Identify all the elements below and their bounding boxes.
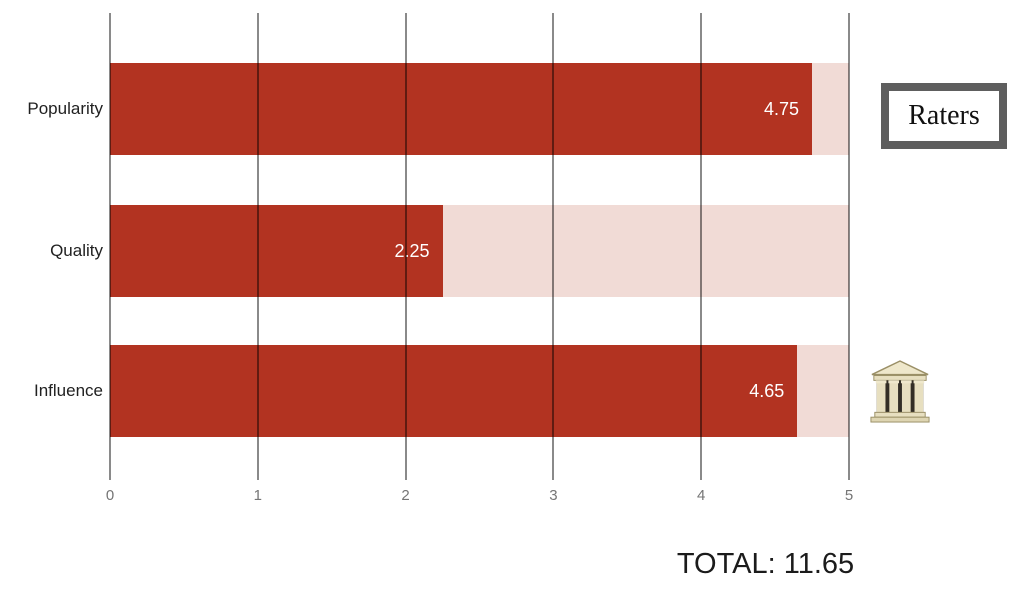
classical-building-icon: [870, 360, 930, 423]
raters-button[interactable]: Raters: [881, 83, 1007, 149]
x-tick-label: 0: [105, 487, 115, 504]
bar: 4.75: [110, 63, 813, 155]
gridline-4: [700, 13, 703, 480]
x-tick-label: 2: [401, 487, 410, 504]
bar-track: 2.25: [110, 205, 849, 297]
gridline-3: [552, 13, 555, 480]
total-label: TOTAL: 11.65: [676, 548, 855, 580]
x-tick-label: 5: [844, 487, 854, 504]
bar-value-label: 2.25: [394, 240, 430, 261]
gridline-5: [848, 13, 850, 480]
x-tick-label: 4: [697, 487, 706, 504]
bar: 4.65: [110, 345, 798, 437]
bar-track: 4.75: [110, 63, 849, 155]
bar-value-label: 4.75: [764, 98, 800, 119]
raters-button-label: Raters: [908, 100, 980, 131]
x-tick-label: 1: [253, 487, 262, 504]
gridline-1: [256, 13, 259, 480]
bar-track: 4.65: [110, 345, 849, 437]
category-label: Influence: [34, 381, 103, 400]
x-tick-label: 3: [549, 487, 558, 504]
gridline-0: [109, 13, 111, 480]
category-label: Quality: [50, 241, 103, 260]
gridline-2: [404, 13, 407, 480]
bar-value-label: 4.65: [749, 380, 785, 401]
bar: 2.25: [110, 205, 443, 297]
category-label: Popularity: [27, 99, 103, 118]
